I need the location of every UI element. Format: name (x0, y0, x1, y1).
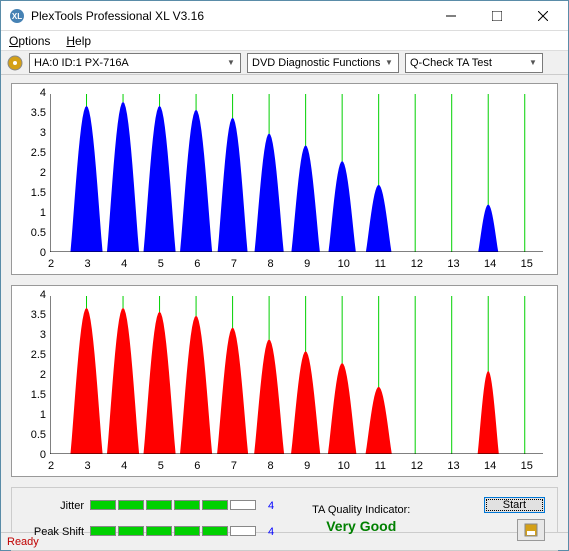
quality-indicator-label: TA Quality Indicator: (312, 504, 410, 516)
status-text: Ready (7, 536, 39, 548)
peak-shift-value: 4 (268, 526, 274, 538)
minimize-button[interactable] (428, 1, 474, 31)
close-button[interactable] (520, 1, 566, 31)
chart-top-svg (50, 94, 543, 252)
save-button[interactable] (517, 519, 545, 541)
drive-select-value: HA:0 ID:1 PX-716A (34, 57, 129, 69)
chart-bottom: 00.511.522.533.5423456789101112131415 (11, 285, 558, 477)
app-icon: XL (9, 8, 25, 24)
start-button[interactable]: Start (484, 497, 545, 513)
test-select[interactable]: Q-Check TA Test ▼ (405, 53, 543, 73)
peak-shift-bars (90, 525, 258, 539)
drive-select[interactable]: HA:0 ID:1 PX-716A ▼ (29, 53, 241, 73)
menu-options[interactable]: Options (9, 34, 50, 48)
jitter-label: Jitter (24, 500, 84, 512)
chart-bottom-svg (50, 296, 543, 454)
function-select[interactable]: DVD Diagnostic Functions ▼ (247, 53, 399, 73)
maximize-button[interactable] (474, 1, 520, 31)
titlebar: XL PlexTools Professional XL V3.16 (1, 1, 568, 31)
test-select-value: Q-Check TA Test (410, 57, 492, 69)
svg-text:XL: XL (12, 12, 22, 21)
menu-help[interactable]: Help (66, 34, 91, 48)
chart-top: 00.511.522.533.5423456789101112131415 (11, 83, 558, 275)
chevron-down-icon: ▼ (382, 58, 396, 67)
save-icon (524, 523, 538, 537)
quality-indicator-value: Very Good (326, 518, 396, 534)
jitter-bars (90, 499, 258, 513)
toolbar: HA:0 ID:1 PX-716A ▼ DVD Diagnostic Funct… (1, 51, 568, 75)
function-select-value: DVD Diagnostic Functions (252, 57, 380, 69)
chevron-down-icon: ▼ (526, 58, 540, 67)
disc-icon (7, 55, 23, 71)
window-title: PlexTools Professional XL V3.16 (31, 9, 428, 23)
chevron-down-icon: ▼ (224, 58, 238, 67)
menubar: Options Help (1, 31, 568, 51)
content: 00.511.522.533.5423456789101112131415 00… (1, 75, 568, 532)
jitter-value: 4 (268, 500, 274, 512)
